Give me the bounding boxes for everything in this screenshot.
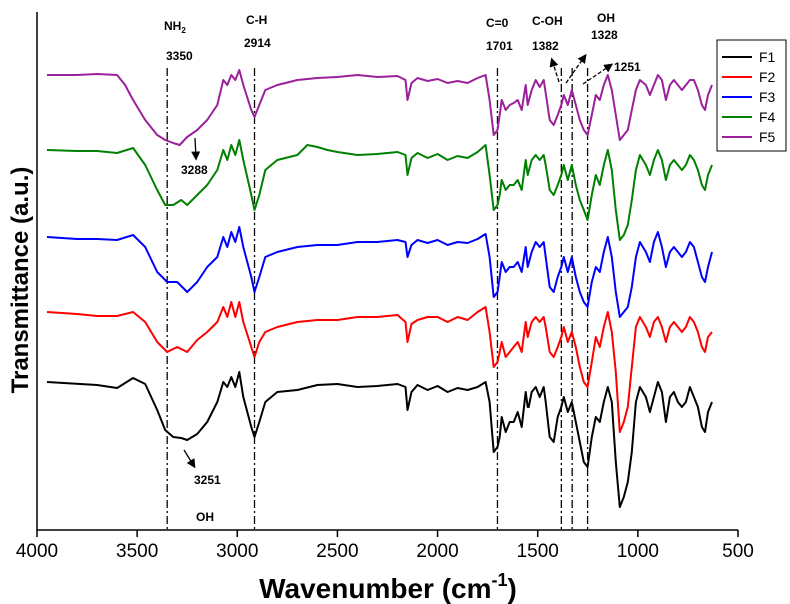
x-ticks: 4000 3500 3000 2500 2000 1500 1000 500 — [16, 530, 754, 562]
x-tick-label: 2000 — [416, 541, 458, 562]
group-label-nh2: NH2 — [164, 19, 186, 35]
series-line-f1 — [46, 371, 713, 508]
x-tick-label: 1500 — [517, 541, 559, 562]
legend-box — [716, 39, 787, 152]
ref-label-1328: 1328 — [591, 28, 618, 42]
legend-label-f1: F1 — [759, 49, 776, 65]
x-axis-label: Wavenumber (cm-1) — [259, 570, 517, 604]
x-tick-label: 1000 — [617, 541, 659, 562]
x-tick-label: 2500 — [316, 541, 358, 562]
x-tick-label: 3500 — [116, 541, 158, 562]
arrow-1328 — [565, 53, 587, 84]
x-tick-label: 500 — [722, 541, 754, 562]
reference-lines — [166, 68, 589, 530]
arrow-1382 — [549, 57, 560, 83]
annotation-oh: OH — [196, 510, 214, 524]
spectra-series — [46, 69, 713, 508]
series-line-f4 — [46, 139, 713, 241]
x-tick-label: 3000 — [216, 541, 258, 562]
group-label-nh2-sub: 2 — [181, 26, 186, 35]
legend-label-f3: F3 — [759, 89, 776, 105]
x-axis-label-sup: -1 — [492, 570, 508, 590]
arrow-3288 — [191, 137, 201, 161]
group-label-co: C=0 — [486, 16, 509, 30]
series-line-f3 — [46, 226, 713, 318]
y-axis-label: Transmittance (a.u.) — [7, 167, 34, 394]
legend-label-f2: F2 — [759, 69, 776, 85]
x-axis-label-end: ) — [508, 573, 517, 604]
annotation-3288: 3288 — [181, 163, 208, 177]
ref-label-1251: 1251 — [614, 60, 641, 74]
series-line-f5 — [47, 69, 713, 146]
ref-label-1382: 1382 — [532, 39, 559, 53]
group-label-coh: C-OH — [532, 14, 563, 28]
group-label-ch: C-H — [246, 13, 267, 27]
annotations: NH2 3350 C-H 2914 C=0 1701 C-OH 1382 OH … — [164, 11, 641, 524]
annotation-3251: 3251 — [194, 473, 221, 487]
group-label-oh: OH — [597, 11, 615, 25]
legend-label-f4: F4 — [759, 109, 776, 125]
ref-label-1701: 1701 — [486, 39, 513, 53]
ref-label-2914: 2914 — [244, 36, 271, 50]
x-tick-label: 4000 — [16, 541, 58, 562]
legend: F1 F2 F3 F4 F5 — [716, 39, 787, 152]
arrow-3251 — [183, 449, 196, 469]
series-line-f2 — [46, 301, 713, 433]
legend-label-f5: F5 — [759, 129, 776, 145]
ref-label-3350: 3350 — [166, 49, 193, 63]
